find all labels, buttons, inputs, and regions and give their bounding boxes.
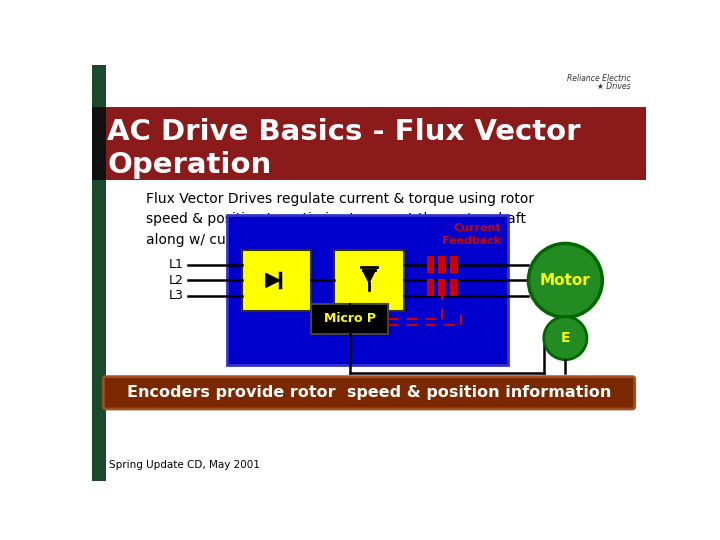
Polygon shape: [363, 271, 375, 283]
Bar: [92, 65, 106, 481]
Bar: [92, 107, 647, 180]
Text: E: E: [561, 331, 570, 345]
Text: L3: L3: [168, 289, 184, 302]
Text: Operation: Operation: [107, 151, 271, 179]
Circle shape: [544, 316, 587, 360]
Bar: [450, 256, 457, 273]
Bar: [438, 279, 446, 296]
Text: Current
Feedback: Current Feedback: [442, 222, 501, 246]
Text: Flux Vector Drives regulate current & torque using rotor
speed & position to opt: Flux Vector Drives regulate current & to…: [145, 192, 534, 247]
Bar: [334, 249, 404, 311]
Bar: [427, 256, 434, 273]
Text: AC Drive Basics - Flux Vector: AC Drive Basics - Flux Vector: [107, 118, 581, 146]
Text: Micro P: Micro P: [324, 313, 376, 326]
Bar: [438, 256, 446, 273]
Text: Motor: Motor: [540, 273, 590, 288]
Text: Reliance Electric: Reliance Electric: [567, 74, 631, 83]
Bar: [92, 107, 106, 180]
Bar: [427, 279, 434, 296]
Text: Spring Update CD, May 2001: Spring Update CD, May 2001: [109, 460, 260, 470]
FancyBboxPatch shape: [104, 377, 634, 409]
Bar: [242, 249, 311, 311]
Text: ★ Drives: ★ Drives: [597, 82, 631, 91]
Text: Encoders provide rotor  speed & position information: Encoders provide rotor speed & position …: [127, 386, 611, 400]
Polygon shape: [266, 273, 279, 287]
Circle shape: [528, 244, 603, 318]
Text: L2: L2: [168, 274, 184, 287]
Bar: [450, 279, 457, 296]
Bar: [227, 215, 508, 365]
Text: L1: L1: [168, 259, 184, 272]
Bar: [311, 303, 388, 334]
